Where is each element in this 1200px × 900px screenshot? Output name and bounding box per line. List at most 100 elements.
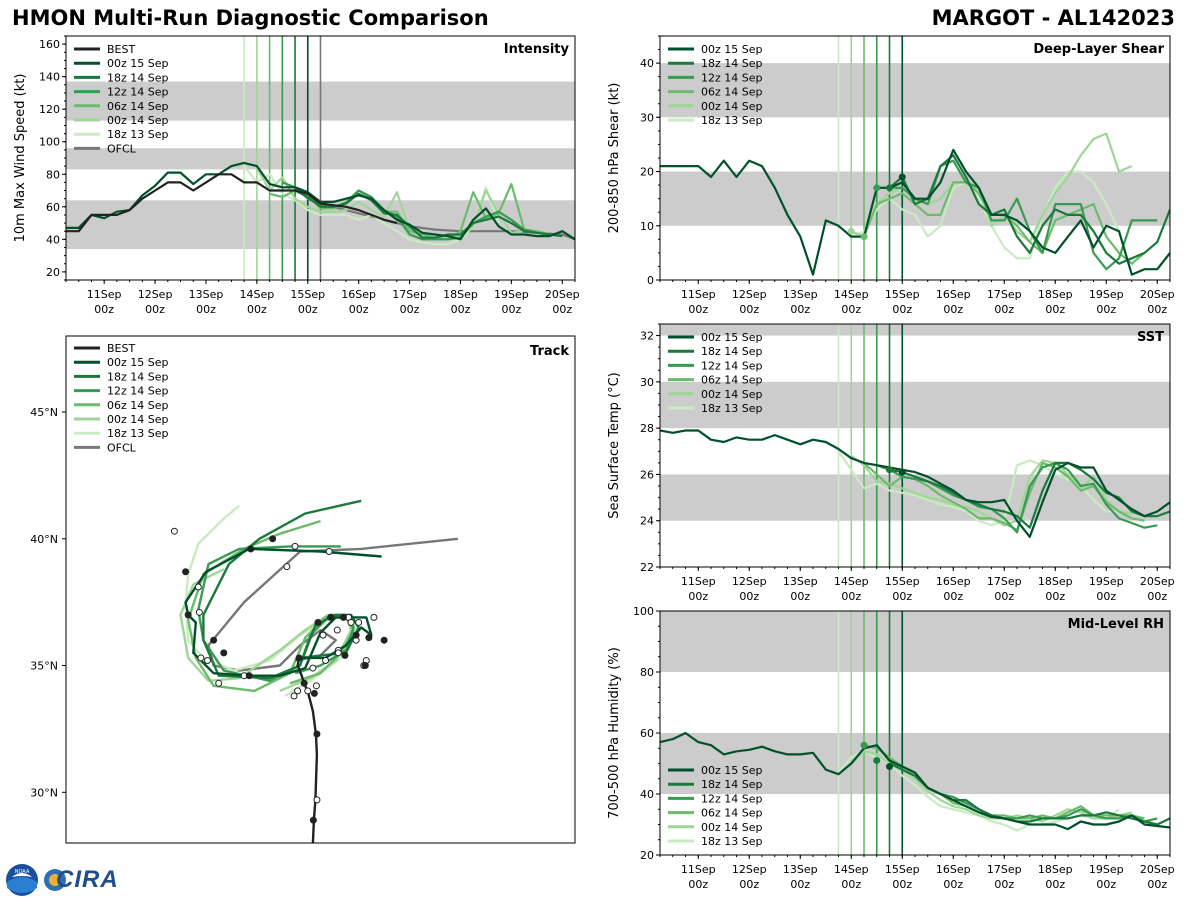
x-tick-date: 12Sep (732, 575, 767, 588)
track-best-point (247, 545, 255, 553)
x-tick-hour: 00z (841, 878, 861, 891)
shade-band (660, 474, 1170, 521)
track-lines (170, 499, 459, 843)
y-tick-label: 80 (640, 666, 654, 679)
init-marker (860, 741, 868, 749)
shade-band (660, 63, 1170, 118)
x-tick-hour: 00z (739, 303, 759, 316)
x-tick-hour: 00z (145, 303, 165, 316)
y-tick-label: 30 (640, 111, 654, 124)
track-open-point (290, 692, 298, 700)
x-tick-date: 17Sep (987, 288, 1022, 301)
cira-logo-icon: CIRA (44, 866, 118, 894)
legend-label: 06z 14 Sep (701, 374, 763, 387)
x-tick-date: 11Sep (87, 288, 122, 301)
y-tick-label: 60 (46, 201, 60, 214)
x-tick-hour: 00z (1147, 590, 1167, 603)
track-best-point (380, 636, 388, 644)
axes-frame (65, 335, 576, 844)
y-tick-label: 60 (640, 727, 654, 740)
legend-label: 00z 15 Sep (701, 331, 763, 344)
y-tick-label: 40 (46, 233, 60, 246)
track-best-point (361, 662, 369, 670)
x-tick-hour: 00z (1096, 878, 1116, 891)
y-tick-label: 20 (640, 166, 654, 179)
legend-label: 12z 14 Sep (701, 71, 763, 84)
track-best-point (184, 611, 192, 619)
x-tick-date: 19Sep (494, 288, 529, 301)
x-tick-hour: 00z (688, 878, 708, 891)
y-tick-label: 80 (46, 168, 60, 181)
shade-band (660, 381, 1170, 429)
y-tick-label: 20 (640, 849, 654, 862)
legend-label: 18z 13 Sep (701, 114, 763, 127)
x-tick-date: 14Sep (834, 288, 869, 301)
x-tick-hour: 00z (298, 303, 318, 316)
y-tick-label: 24 (640, 515, 654, 528)
x-tick-hour: 00z (994, 303, 1014, 316)
track-best-point (245, 672, 253, 680)
series-line-00z-15-sep (660, 731, 1170, 831)
init-marker (886, 763, 893, 771)
init-marker (886, 184, 893, 192)
init-marker (898, 468, 906, 476)
legend-label: 00z 15 Sep (107, 356, 169, 369)
init-marker (873, 756, 881, 764)
legend-label: 18z 13 Sep (701, 402, 763, 415)
x-tick-hour: 00z (943, 878, 963, 891)
legend-label: 00z 15 Sep (701, 764, 763, 777)
series-line-00z-14-sep (850, 132, 1133, 244)
x-tick-date: 14Sep (834, 575, 869, 588)
y-tick-label: 100 (633, 605, 654, 618)
y-tick-label: 120 (39, 103, 60, 116)
track-best-point (300, 679, 308, 687)
legend-label: 18z 14 Sep (107, 71, 169, 84)
x-tick-hour: 00z (688, 590, 708, 603)
logo-area: NOAA CIRA (4, 862, 118, 898)
panel-intensity: 20 40 60 80 100 120 140 160 11Sep 00z 12Sep 00z 13Se… (13, 35, 580, 316)
track-open-point (283, 563, 291, 571)
init-marker (886, 466, 893, 474)
legend-label: 18z 14 Sep (701, 345, 763, 358)
x-tick-hour: 00z (790, 590, 810, 603)
legend-label: 12z 14 Sep (107, 385, 169, 398)
y-tick-label: 32 (640, 330, 654, 343)
x-tick-date: 20Sep (1140, 575, 1175, 588)
series-line-18z-14-sep (888, 154, 1170, 265)
lat-tick-label: 40°N (30, 533, 58, 546)
x-tick-date: 18Sep (1038, 288, 1073, 301)
x-tick-hour: 00z (892, 590, 912, 603)
series-line-00z-15-sep (660, 429, 1170, 539)
track-open-point (334, 649, 342, 657)
x-tick-hour: 00z (552, 303, 572, 316)
x-tick-date: 20Sep (545, 288, 580, 301)
track-open-point (204, 656, 212, 664)
panel-sst: 22 24 26 28 30 32 11Sep 00z 12Sep 00z 13Sep 00z 14Se… (607, 323, 1175, 603)
series-line-00z-15-sep (66, 161, 575, 241)
init-marker (898, 173, 906, 181)
x-tick-date: 18Sep (443, 288, 478, 301)
x-tick-hour: 00z (739, 590, 759, 603)
init-marker (860, 233, 868, 241)
y-axis-label: 700-500 hPa Humidity (%) (607, 647, 622, 819)
panel-rh: 20 40 60 80 100 11Sep 00z 12Sep 00z 13Sep 00z 14Sep… (607, 605, 1175, 891)
track-open-point (215, 679, 223, 687)
y-tick-label: 20 (46, 266, 60, 279)
track-best-point (341, 651, 349, 659)
y-tick-label: 28 (640, 422, 654, 435)
track-line-00z-15-sep (184, 547, 382, 677)
x-tick-date: 19Sep (1089, 575, 1124, 588)
x-tick-date: 14Sep (834, 863, 869, 876)
track-best-point (220, 649, 228, 657)
noaa-logo-text: NOAA (15, 869, 30, 875)
legend-label: 00z 14 Sep (701, 821, 763, 834)
y-tick-label: 100 (39, 136, 60, 149)
panel-title: Track (530, 344, 569, 359)
legend-label: BEST (107, 43, 135, 56)
y-tick-label: 30 (640, 376, 654, 389)
series-group (660, 429, 1170, 539)
series-group (660, 731, 1170, 832)
